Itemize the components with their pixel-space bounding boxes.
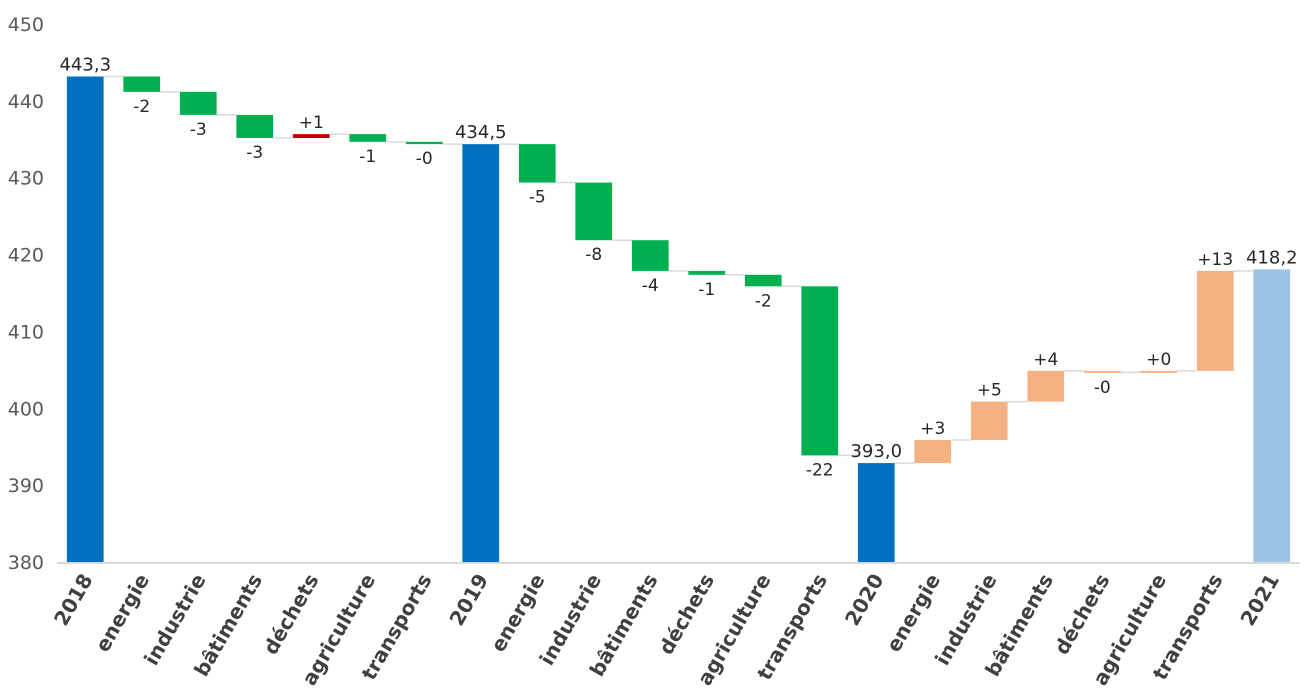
data-label: +4 bbox=[1033, 350, 1058, 370]
x-tick-label: 2021 bbox=[1235, 570, 1284, 630]
bars bbox=[66, 76, 1291, 563]
data-labels: 443,3 -2 -3 -3 +1 -1 -0 434,5 -5 -8 -4 -1 -2 -22 393,0… bbox=[59, 54, 1297, 480]
x-axis: 2018energieindustriebâtimentsdéchetsagri… bbox=[49, 562, 1300, 690]
data-label: -3 bbox=[190, 120, 207, 140]
x-tick-label: energie bbox=[881, 570, 945, 656]
x-tick-label: 2020 bbox=[840, 570, 889, 630]
data-label: -1 bbox=[359, 147, 376, 167]
data-label: -3 bbox=[246, 143, 263, 163]
y-axis: 380 390 400 410 420 430 440 450 bbox=[8, 14, 44, 574]
delta-bar bbox=[631, 240, 669, 271]
data-label: -22 bbox=[806, 460, 834, 480]
total-bar bbox=[1253, 269, 1291, 563]
delta-bar bbox=[405, 141, 443, 145]
delta-bar bbox=[970, 401, 1008, 441]
delta-bar bbox=[575, 182, 613, 241]
data-label: 393,0 bbox=[850, 441, 902, 462]
y-tick-label: 400 bbox=[8, 398, 44, 420]
x-tick-label: energie bbox=[486, 570, 550, 656]
delta-bar bbox=[1196, 270, 1234, 371]
delta-bar bbox=[1083, 370, 1121, 373]
delta-bar bbox=[349, 134, 387, 142]
data-label: +5 bbox=[977, 381, 1002, 401]
delta-bar bbox=[518, 144, 556, 183]
y-tick-label: 380 bbox=[8, 552, 44, 574]
x-tick-label: energie bbox=[90, 570, 154, 656]
delta-bar bbox=[801, 286, 839, 456]
data-label: 434,5 bbox=[455, 122, 507, 143]
data-label: 418,2 bbox=[1246, 247, 1298, 268]
data-label: +13 bbox=[1197, 250, 1233, 270]
total-bar bbox=[857, 463, 895, 563]
x-tick-label: 2018 bbox=[49, 570, 98, 630]
data-label: -1 bbox=[698, 280, 715, 300]
total-bar bbox=[462, 144, 500, 563]
data-label: -0 bbox=[1094, 378, 1111, 398]
data-label: -4 bbox=[642, 276, 659, 296]
delta-bar bbox=[123, 76, 161, 92]
y-tick-label: 410 bbox=[8, 321, 44, 343]
y-tick-label: 440 bbox=[8, 91, 44, 113]
data-label: +0 bbox=[1146, 350, 1171, 370]
data-label: +1 bbox=[299, 113, 324, 133]
y-tick-label: 390 bbox=[8, 475, 44, 497]
data-label: -8 bbox=[585, 245, 602, 265]
total-bar bbox=[66, 76, 104, 563]
delta-bar bbox=[1140, 370, 1178, 373]
delta-bar bbox=[179, 91, 217, 115]
delta-bar bbox=[688, 270, 726, 275]
y-tick-label: 420 bbox=[8, 245, 44, 267]
data-label: -0 bbox=[416, 149, 433, 169]
x-tick-label: 2019 bbox=[444, 570, 493, 630]
data-label: 443,3 bbox=[59, 54, 111, 75]
data-label: +3 bbox=[920, 419, 945, 439]
data-label: -5 bbox=[529, 188, 546, 208]
x-tick-label: déchets bbox=[654, 570, 719, 659]
delta-bar bbox=[744, 274, 782, 287]
y-tick-label: 430 bbox=[8, 168, 44, 190]
delta-bar bbox=[236, 114, 274, 138]
x-tick-label: déchets bbox=[1049, 570, 1114, 659]
data-label: -2 bbox=[755, 291, 772, 311]
delta-bar bbox=[914, 440, 952, 464]
x-tick-label: déchets bbox=[258, 570, 323, 659]
connector-lines bbox=[103, 75, 1254, 464]
delta-bar bbox=[1027, 370, 1065, 402]
delta-bar bbox=[292, 134, 330, 138]
y-tick-label: 450 bbox=[8, 14, 44, 36]
data-label: -2 bbox=[133, 97, 150, 117]
